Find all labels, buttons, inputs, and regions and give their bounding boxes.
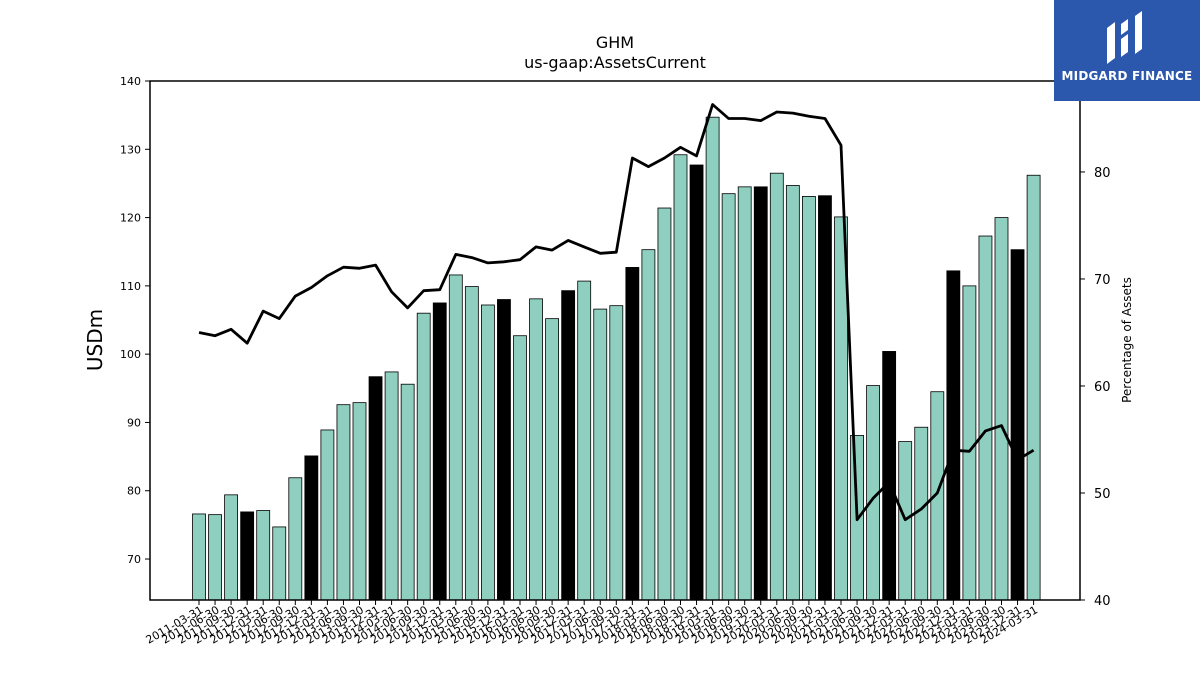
bar	[464, 286, 479, 601]
bar	[368, 376, 383, 601]
brand-logo: MIDGARD FINANCE	[1054, 0, 1200, 101]
bar	[1026, 174, 1041, 601]
bar	[673, 154, 688, 601]
bar	[529, 298, 543, 601]
bar	[721, 193, 736, 601]
bar	[256, 510, 271, 601]
y-tick-label: 120	[120, 212, 141, 225]
brand-name: MIDGARD FINANCE	[1061, 69, 1193, 83]
chart-subtitle: us-gaap:AssetsCurrent	[524, 53, 706, 72]
y2-tick-label: 60	[1094, 380, 1111, 395]
bar	[497, 299, 511, 601]
plot-frame	[149, 80, 1081, 601]
bar	[689, 164, 704, 601]
y2-tick-label: 40	[1094, 594, 1111, 609]
bar	[657, 207, 672, 601]
bar	[448, 274, 463, 601]
y-axis-label: USDm	[83, 309, 107, 371]
bar	[577, 280, 592, 601]
bar	[384, 371, 399, 601]
bar	[480, 304, 495, 601]
bar	[737, 186, 752, 601]
bar	[240, 511, 255, 601]
y2-axis-label: Percentage of Assets	[1120, 277, 1134, 403]
chart-title: GHM	[596, 33, 634, 52]
bar	[802, 196, 816, 601]
y-tick-label: 140	[120, 75, 141, 88]
bar	[545, 318, 559, 601]
bar	[705, 116, 720, 601]
bar	[513, 335, 527, 601]
bar	[609, 305, 624, 601]
bar	[882, 351, 897, 601]
bar	[432, 302, 447, 601]
bar	[785, 185, 800, 601]
y2-tick-label: 50	[1094, 487, 1111, 502]
y-tick-label: 80	[127, 485, 141, 498]
bar	[320, 429, 335, 601]
y2-tick-label: 80	[1094, 166, 1111, 181]
bar	[192, 513, 206, 601]
bar	[593, 308, 608, 601]
bar	[561, 290, 576, 601]
bar	[224, 494, 239, 601]
bar	[625, 267, 640, 601]
bar	[400, 383, 415, 601]
bar	[1010, 249, 1025, 601]
bar	[641, 249, 656, 601]
percentage-line	[198, 103, 1035, 522]
bar	[769, 172, 784, 601]
y-tick-label: 110	[120, 280, 141, 293]
bar	[352, 402, 367, 601]
y-tick-label: 90	[127, 416, 141, 429]
bar	[962, 285, 977, 601]
bar	[753, 186, 768, 601]
bar	[994, 217, 1009, 601]
y-tick-label: 100	[120, 348, 141, 361]
bar	[416, 312, 431, 601]
bar	[946, 270, 961, 601]
y2-tick-label: 70	[1094, 273, 1111, 288]
bar	[818, 195, 832, 601]
bar	[288, 477, 303, 601]
y-tick-label: 130	[120, 143, 141, 156]
bar	[208, 514, 222, 601]
bar	[272, 526, 287, 601]
bar	[978, 235, 993, 601]
y-tick-label: 70	[127, 553, 141, 566]
bar	[336, 404, 351, 601]
bar	[304, 455, 319, 601]
midgard-logo-icon	[1107, 11, 1142, 64]
